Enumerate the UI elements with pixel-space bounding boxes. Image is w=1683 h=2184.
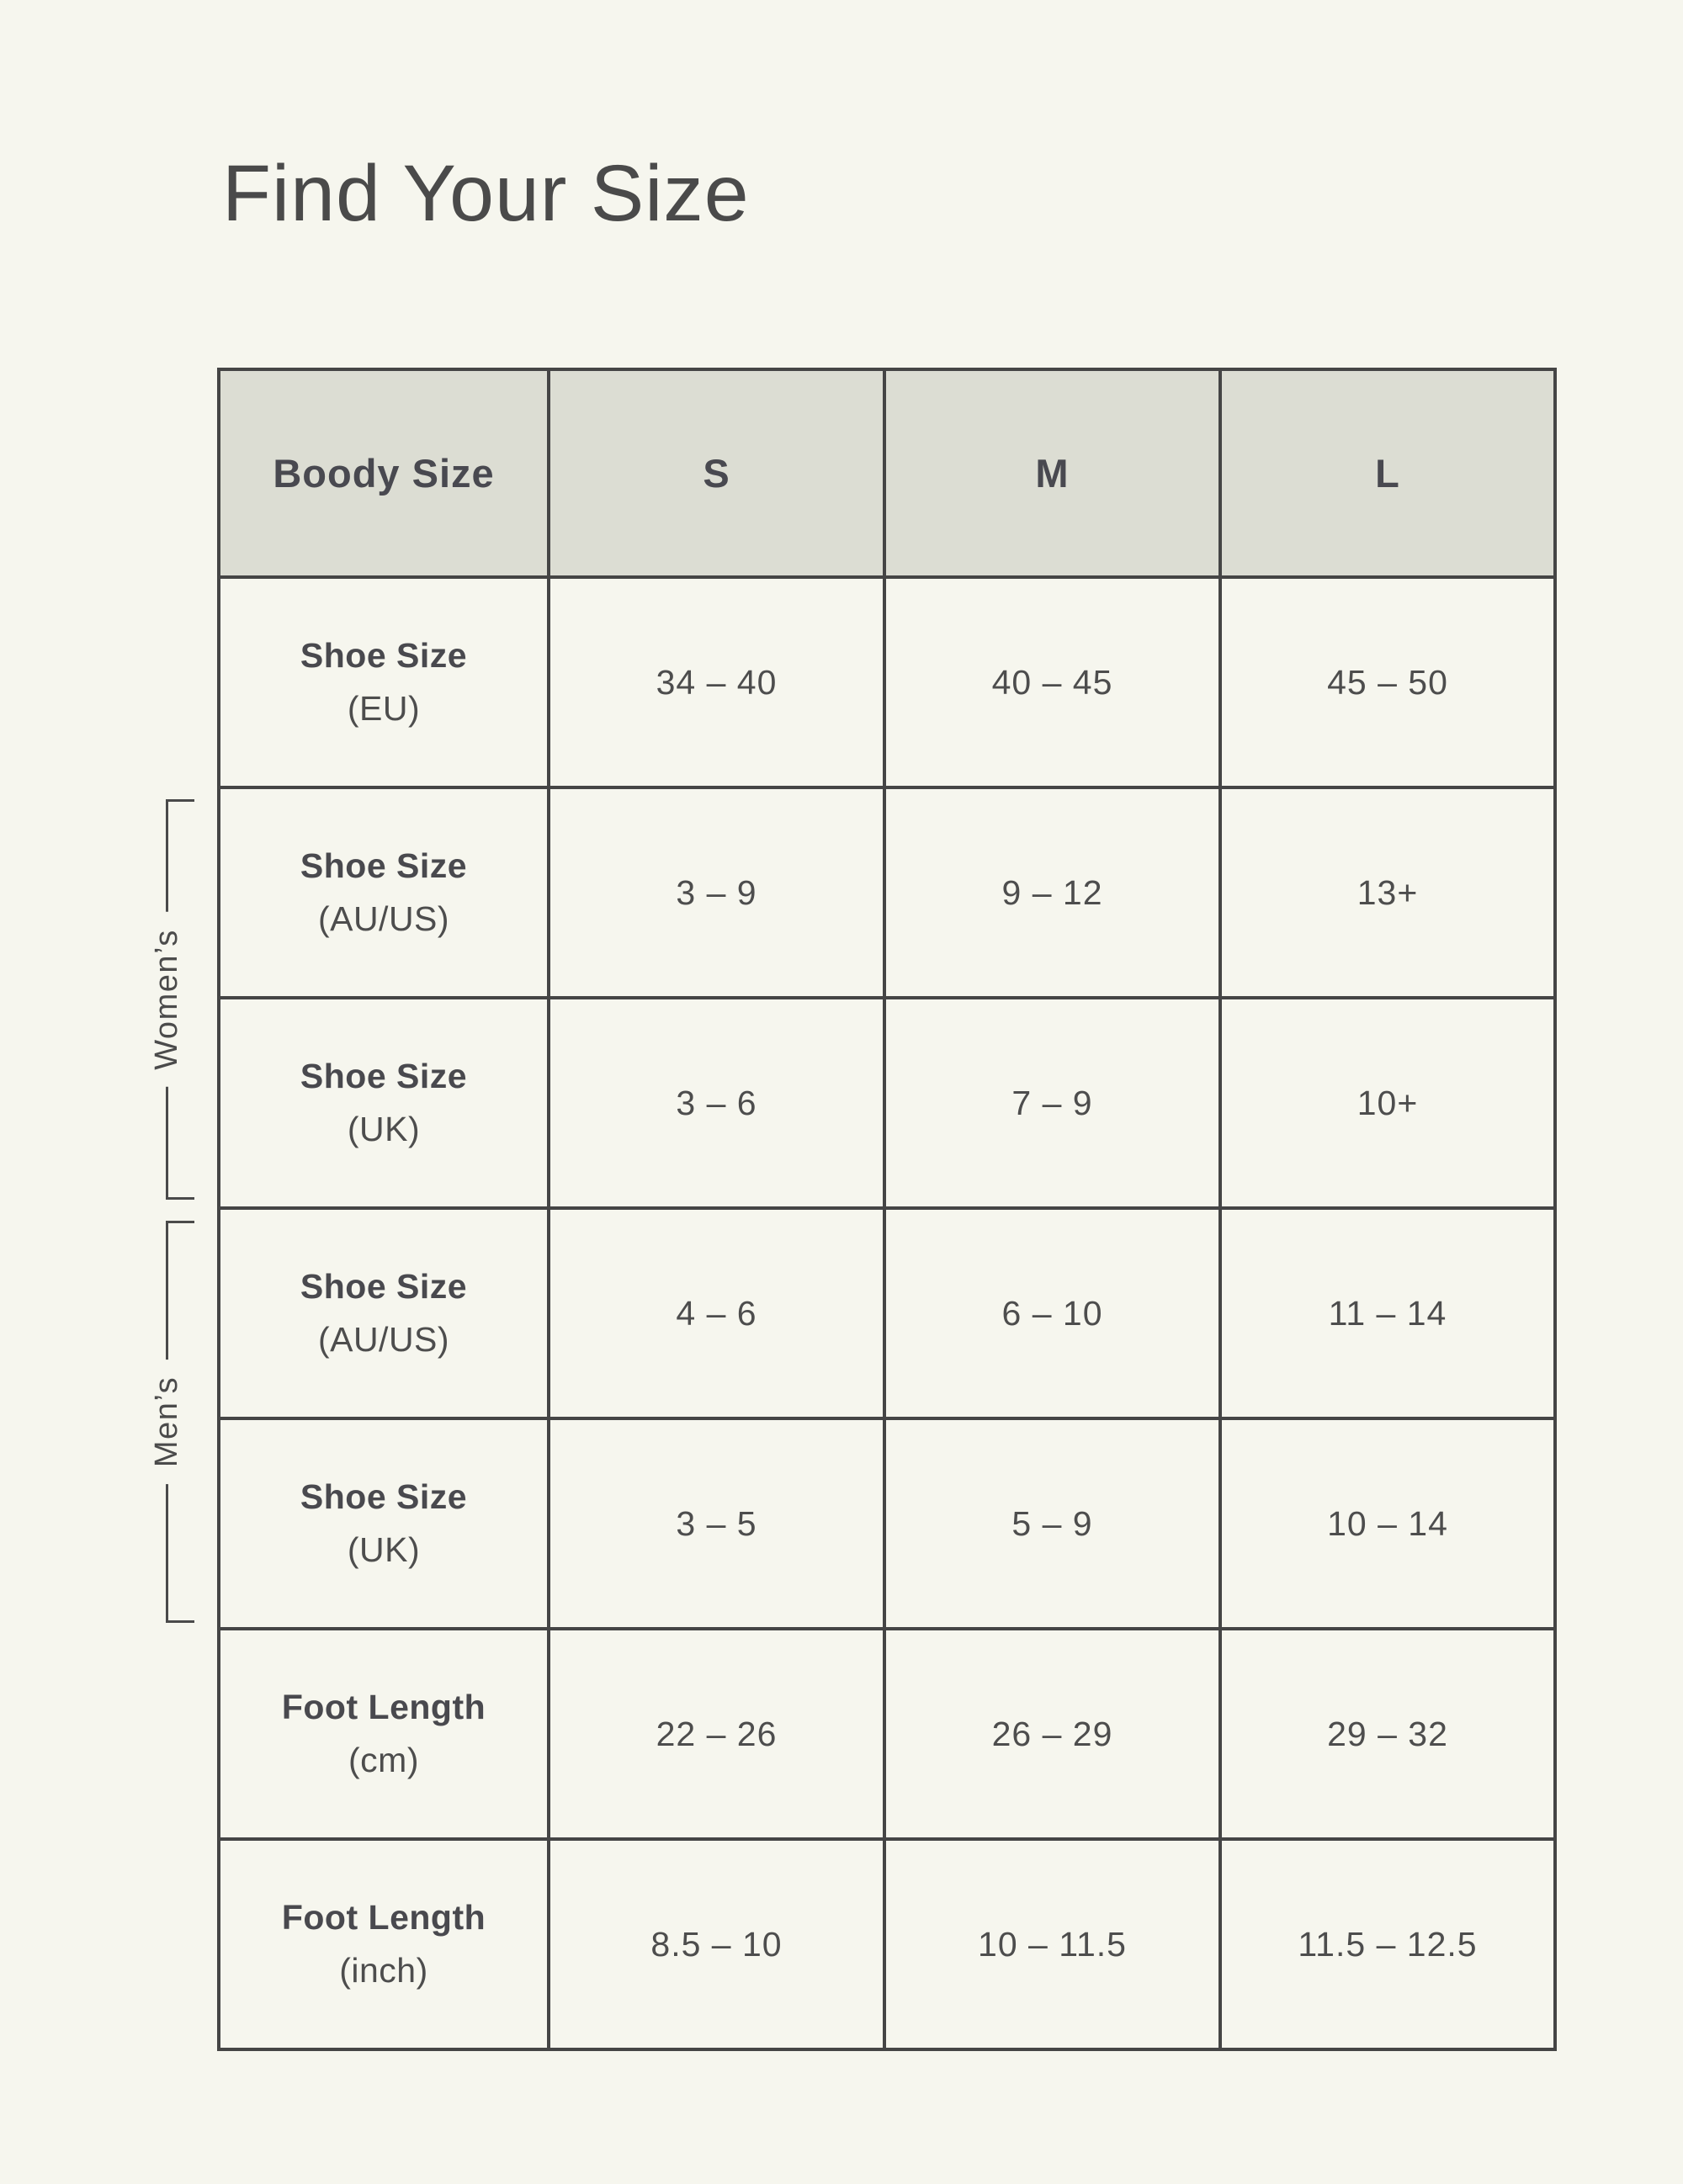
row-label-name: Foot Length bbox=[281, 1688, 486, 1726]
table-row-foot-length-cm: Foot Length (cm) 22 – 26 26 – 29 29 – 32 bbox=[217, 1627, 1557, 1841]
table-cell: 26 – 29 bbox=[883, 1627, 1222, 1841]
size-chart-table: Boody Size S M L Shoe Size (EU) 34 – 40 … bbox=[217, 368, 1557, 2051]
table-cell: 3 – 5 bbox=[547, 1417, 886, 1630]
row-label-name: Shoe Size bbox=[300, 1477, 468, 1516]
row-label-unit: (UK) bbox=[347, 1110, 421, 1148]
table-cell: 11.5 – 12.5 bbox=[1218, 1837, 1557, 2051]
row-label-unit: (AU/US) bbox=[317, 1320, 450, 1359]
header-cell-size-s: S bbox=[547, 368, 886, 579]
table-cell: 45 – 50 bbox=[1218, 575, 1557, 789]
womens-group-bracket: Women’s bbox=[149, 799, 194, 1200]
row-label: Shoe Size (AU/US) bbox=[217, 786, 550, 999]
table-cell: 5 – 9 bbox=[883, 1417, 1222, 1630]
row-label: Shoe Size (UK) bbox=[217, 1417, 550, 1630]
table-cell: 22 – 26 bbox=[547, 1627, 886, 1841]
table-row-mens-shoe-size-uk: Shoe Size (UK) 3 – 5 5 – 9 10 – 14 bbox=[217, 1417, 1557, 1630]
header-cell-boody-size: Boody Size bbox=[217, 368, 550, 579]
table-row-shoe-size-eu: Shoe Size (EU) 34 – 40 40 – 45 45 – 50 bbox=[217, 575, 1557, 789]
table-cell: 3 – 9 bbox=[547, 786, 886, 999]
row-label: Foot Length (cm) bbox=[217, 1627, 550, 1841]
row-label-unit: (cm) bbox=[348, 1741, 419, 1779]
table-cell: 7 – 9 bbox=[883, 996, 1222, 1210]
table-cell: 29 – 32 bbox=[1218, 1627, 1557, 1841]
table-cell: 10 – 14 bbox=[1218, 1417, 1557, 1630]
row-label-unit: (AU/US) bbox=[317, 899, 450, 938]
table-header-row: Boody Size S M L bbox=[217, 368, 1557, 579]
table-cell: 34 – 40 bbox=[547, 575, 886, 789]
womens-group-label: Women’s bbox=[149, 912, 184, 1087]
table-cell: 8.5 – 10 bbox=[547, 1837, 886, 2051]
header-cell-size-m: M bbox=[883, 368, 1222, 579]
row-label-name: Shoe Size bbox=[300, 1057, 468, 1095]
row-label-name: Foot Length bbox=[281, 1898, 486, 1937]
table-cell: 9 – 12 bbox=[883, 786, 1222, 999]
row-label-name: Shoe Size bbox=[300, 636, 468, 675]
mens-group-label: Men’s bbox=[149, 1359, 184, 1485]
table-cell: 11 – 14 bbox=[1218, 1206, 1557, 1420]
row-label: Shoe Size (EU) bbox=[217, 575, 550, 789]
table-row-womens-shoe-size-uk: Shoe Size (UK) 3 – 6 7 – 9 10+ bbox=[217, 996, 1557, 1210]
table-cell: 13+ bbox=[1218, 786, 1557, 999]
table-cell: 10+ bbox=[1218, 996, 1557, 1210]
row-label-name: Shoe Size bbox=[300, 1267, 468, 1306]
page-title: Find Your Size bbox=[222, 149, 750, 238]
mens-group-bracket: Men’s bbox=[149, 1221, 194, 1623]
row-label: Shoe Size (UK) bbox=[217, 996, 550, 1210]
row-label-unit: (inch) bbox=[339, 1951, 428, 1990]
table-row-mens-shoe-size-au-us: Shoe Size (AU/US) 4 – 6 6 – 10 11 – 14 bbox=[217, 1206, 1557, 1420]
row-label: Shoe Size (AU/US) bbox=[217, 1206, 550, 1420]
table-cell: 3 – 6 bbox=[547, 996, 886, 1210]
table-row-foot-length-inch: Foot Length (inch) 8.5 – 10 10 – 11.5 11… bbox=[217, 1837, 1557, 2051]
header-cell-size-l: L bbox=[1218, 368, 1557, 579]
row-label: Foot Length (inch) bbox=[217, 1837, 550, 2051]
table-cell: 40 – 45 bbox=[883, 575, 1222, 789]
table-cell: 10 – 11.5 bbox=[883, 1837, 1222, 2051]
row-label-unit: (EU) bbox=[347, 689, 421, 728]
table-row-womens-shoe-size-au-us: Shoe Size (AU/US) 3 – 9 9 – 12 13+ bbox=[217, 786, 1557, 999]
table-cell: 6 – 10 bbox=[883, 1206, 1222, 1420]
row-label-name: Shoe Size bbox=[300, 846, 468, 885]
table-cell: 4 – 6 bbox=[547, 1206, 886, 1420]
row-label-unit: (UK) bbox=[347, 1530, 421, 1569]
